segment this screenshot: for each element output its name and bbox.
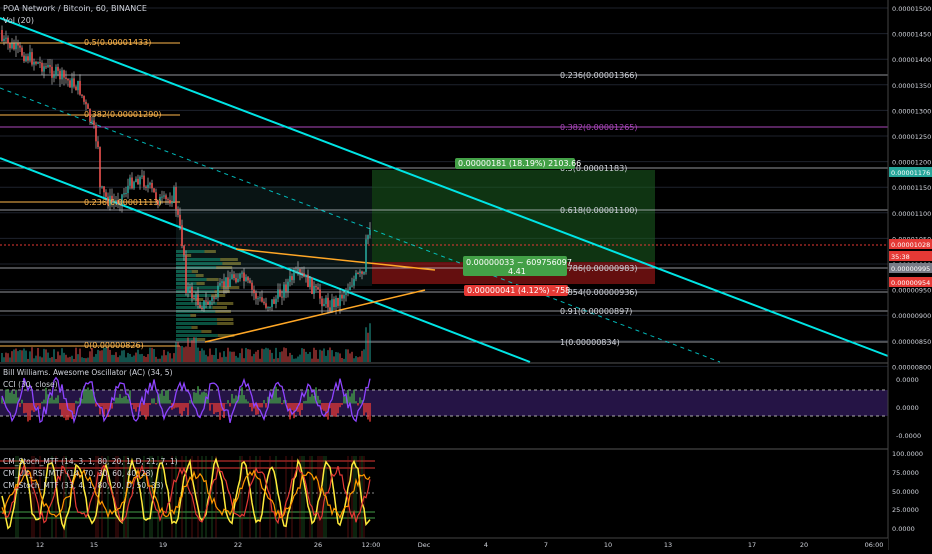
time-axis[interactable]: 12 15 19 22 26 12:00 Dec 4 7 10 13 17 20 06:00 (0, 537, 888, 550)
price-badge-label: 0.00000995 (891, 265, 930, 273)
projection-box (176, 186, 372, 286)
entry-label: 0.00000033 ~ 609756097 (466, 258, 572, 267)
price-tick: 0.00001250 (892, 133, 931, 141)
time-tick: 12:00 (362, 541, 381, 549)
time-tick: 15 (90, 541, 98, 549)
price-tick: 0.00001500 (892, 5, 931, 13)
price-tick: 0.00001100 (892, 210, 931, 218)
fib-right-7: 0.91(0.00000897) (560, 307, 632, 316)
stoch-tick: 0.0000 (892, 525, 915, 533)
symbol-title: POA Network / Bitcoin, 60, BINANCE (3, 4, 147, 13)
ac-pane[interactable]: Bill Williams. Awesome Oscillator (AC) (… (0, 368, 888, 425)
triangle-pattern[interactable] (204, 248, 436, 343)
stoch-tick: 75.0000 (892, 469, 919, 477)
price-scale[interactable]: 0.00001500 0.00001450 0.00001400 0.00001350… (887, 0, 932, 550)
fib-right-2: 0.382(0.00001265) (560, 123, 638, 132)
stoch-label-1: CM_Stoch_MTF (14, 3, 1, 80, 20, 1, D, 21… (3, 457, 178, 466)
time-tick: 7 (544, 541, 548, 549)
time-tick: 12 (36, 541, 44, 549)
ac-tick: -0.0000 (896, 432, 921, 440)
price-badge (889, 167, 932, 177)
price-badge (889, 251, 932, 261)
time-tick: 10 (604, 541, 612, 549)
time-tick: 17 (748, 541, 756, 549)
stoch-label-3: CM_Stoch_MTF (33, 4, 1, 80, 20, D, 50, 3… (3, 481, 163, 490)
fib-right-3: 0.5(0.00001183) (560, 164, 627, 173)
price-tick: 0.00000900 (892, 312, 931, 320)
trend-channel[interactable] (0, 17, 889, 363)
price-badge (889, 239, 932, 249)
fib-levels (0, 42, 888, 347)
time-tick: 22 (234, 541, 242, 549)
volume-bars (1, 323, 371, 362)
ac-tick: 0.0000 (896, 376, 919, 384)
stoch-label-2: CM_Ult_RSI_MTF (14, 70, 30, 60, 40, 28) (3, 469, 153, 478)
fib-left-3: 0.236(0.00001113) (84, 198, 162, 207)
price-tick: 0.00001300 (892, 107, 931, 115)
price-tick: 0.00001200 (892, 159, 931, 167)
stop-label: 0.00000041 (4.12%) -758 (467, 286, 570, 295)
price-tick: 0.00001400 (892, 56, 931, 64)
volume-label: Vol (20) (3, 16, 34, 25)
ac-tick: 0.0000 (896, 404, 919, 412)
price-badge-label: 0.00001028 (891, 241, 930, 249)
fib-left-1: 0.5(0.00001433) (84, 38, 151, 47)
time-tick: Dec (418, 541, 431, 549)
time-tick: 06:00 (865, 541, 884, 549)
time-tick: 13 (664, 541, 672, 549)
fib-right-5: 0.786(0.00000983) (560, 264, 638, 273)
ratio-label: 4.41 (508, 267, 526, 276)
price-tick: 0.00001450 (892, 31, 931, 39)
stoch-tick: 25.0000 (892, 506, 919, 514)
fib-right-6: 0.854(0.00000936) (560, 288, 638, 297)
fib-left-2: 0.382(0.00001290) (84, 110, 162, 119)
price-candles (1, 25, 371, 315)
ac-title: Bill Williams. Awesome Oscillator (AC) (… (3, 368, 173, 377)
stoch-tick: 100.0000 (892, 450, 923, 458)
position-tool[interactable]: 0.00000181 (18.19%) 2103.66 0.00000033 ~… (455, 158, 581, 296)
target-zone[interactable] (372, 170, 655, 262)
price-tick: 0.00001350 (892, 82, 931, 90)
time-tick: 4 (484, 541, 488, 549)
price-tick: 0.00000850 (892, 338, 931, 346)
price-badge (889, 277, 932, 287)
stoch-tick: 50.0000 (892, 488, 919, 496)
fib-right-1: 0.236(0.00001366) (560, 71, 638, 80)
stoch-pane[interactable]: CM_Stoch_MTF (14, 3, 1, 80, 20, 1, D, 21… (0, 456, 888, 550)
price-tick: 0.00000800 (892, 363, 931, 371)
price-badge-label: 0.00001176 (891, 169, 930, 177)
price-badge-label: 35:38 (891, 253, 910, 261)
fib-right-8: 1(0.00000834) (560, 338, 620, 347)
price-tick: 0.00001150 (892, 184, 931, 192)
time-tick: 26 (314, 541, 322, 549)
fib-labels: 0.5(0.00001433) 0.382(0.00001290) 0.236(… (84, 38, 638, 350)
time-tick: 20 (800, 541, 808, 549)
fib-left-4: 0(0.00000826) (84, 341, 144, 350)
price-badge (889, 263, 932, 273)
target-label: 0.00000181 (18.19%) 2103.66 (458, 159, 581, 168)
time-tick: 19 (159, 541, 167, 549)
cci-label: CCI (30, close) (3, 380, 58, 389)
price-tick: 0.00000950 (892, 287, 931, 295)
fib-right-4: 0.618(0.00001100) (560, 206, 638, 215)
price-badge-label: 0.00000954 (891, 279, 930, 287)
